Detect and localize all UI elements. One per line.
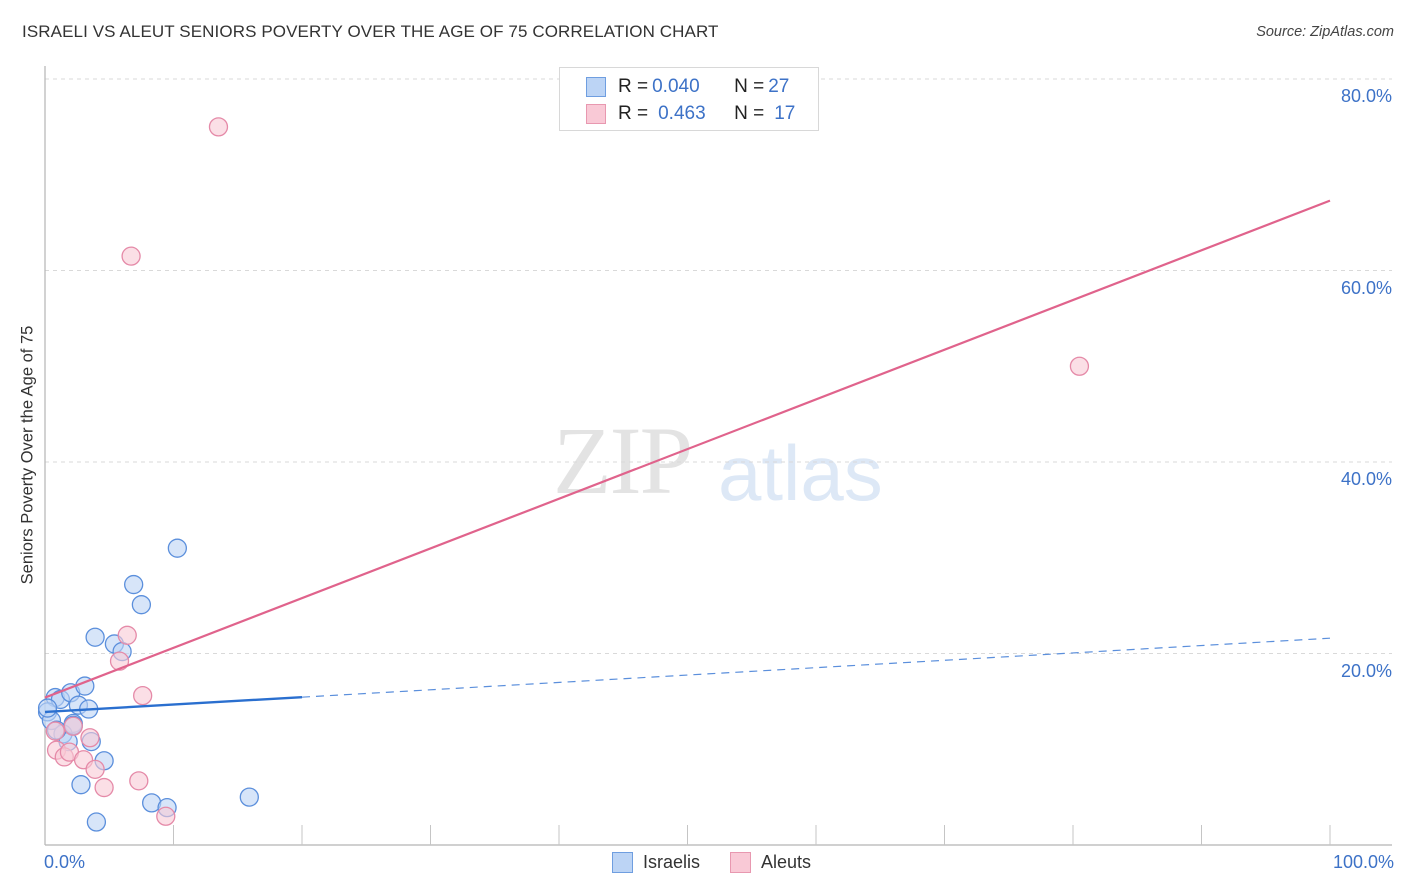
y-tick-80: 80.0% [1340, 86, 1392, 106]
aleuts-swatch-icon [730, 852, 752, 873]
aleuts-trendline [44, 199, 1331, 699]
data-point[interactable] [121, 246, 141, 266]
data-point[interactable] [71, 775, 91, 795]
data-point[interactable] [94, 777, 114, 798]
n-value: 17 [774, 103, 796, 124]
data-point[interactable] [45, 721, 65, 741]
data-point[interactable] [133, 685, 153, 706]
r-value: 0.463 [658, 103, 706, 124]
aleuts-swatch-icon [586, 104, 606, 124]
series-legend: Israelis Aleuts [612, 852, 841, 873]
r-label: R = [618, 76, 649, 97]
data-point[interactable] [129, 771, 149, 791]
n-value: 27 [768, 76, 790, 97]
data-point[interactable] [86, 812, 107, 832]
source-label: Source: ZipAtlas.com [1256, 24, 1394, 40]
n-label: N = [734, 103, 765, 124]
data-point[interactable] [85, 759, 105, 780]
y-tick-40: 40.0% [1340, 469, 1392, 489]
legend-row-aleuts: R = 0.463 N = 17 [586, 101, 795, 127]
y-axis-label: Seniors Poverty Over the Age of 75 [18, 325, 37, 585]
israelis-swatch-icon [612, 852, 633, 873]
legend-item-israelis[interactable]: Israelis [612, 852, 700, 873]
x-tick-100: 100.0% [1332, 852, 1394, 872]
israelis-points [37, 538, 259, 832]
correlation-legend: R = 0.040 N = 27 R = 0.463 N = 17 [559, 67, 819, 131]
israelis-trendline-extension [301, 637, 1331, 698]
data-point[interactable] [85, 627, 105, 647]
data-point[interactable] [1069, 356, 1090, 376]
data-point[interactable] [37, 698, 58, 718]
legend-label-israelis: Israelis [643, 852, 701, 872]
data-point[interactable] [63, 716, 83, 736]
aleuts-points [45, 117, 1090, 826]
data-point[interactable] [124, 574, 144, 595]
legend-label-aleuts: Aleuts [761, 852, 812, 872]
data-point[interactable] [117, 625, 137, 645]
data-point[interactable] [80, 728, 100, 748]
r-value: 0.040 [652, 76, 700, 97]
axes [44, 66, 1392, 846]
y-tick-20: 20.0% [1340, 661, 1392, 681]
watermark-atlas: atlas [718, 429, 883, 517]
y-tick-60: 60.0% [1340, 278, 1392, 298]
israelis-trendline [44, 695, 303, 714]
r-label: R = [618, 103, 649, 124]
legend-item-aleuts[interactable]: Aleuts [730, 852, 811, 873]
israelis-swatch-icon [586, 77, 606, 97]
data-point[interactable] [109, 651, 130, 671]
legend-row-israelis: R = 0.040 N = 27 [586, 74, 789, 100]
data-point[interactable] [131, 595, 152, 615]
x-tick-0: 0.0% [44, 852, 86, 872]
gridlines [45, 78, 1392, 654]
chart-title: ISRAELI VS ALEUT SENIORS POVERTY OVER TH… [22, 22, 719, 41]
data-point[interactable] [156, 806, 176, 826]
trendlines [44, 199, 1331, 714]
data-point[interactable] [239, 787, 259, 807]
n-label: N = [734, 76, 765, 97]
data-point[interactable] [208, 117, 229, 137]
data-point[interactable] [167, 538, 188, 558]
watermark-zip: ZIP [553, 407, 693, 514]
